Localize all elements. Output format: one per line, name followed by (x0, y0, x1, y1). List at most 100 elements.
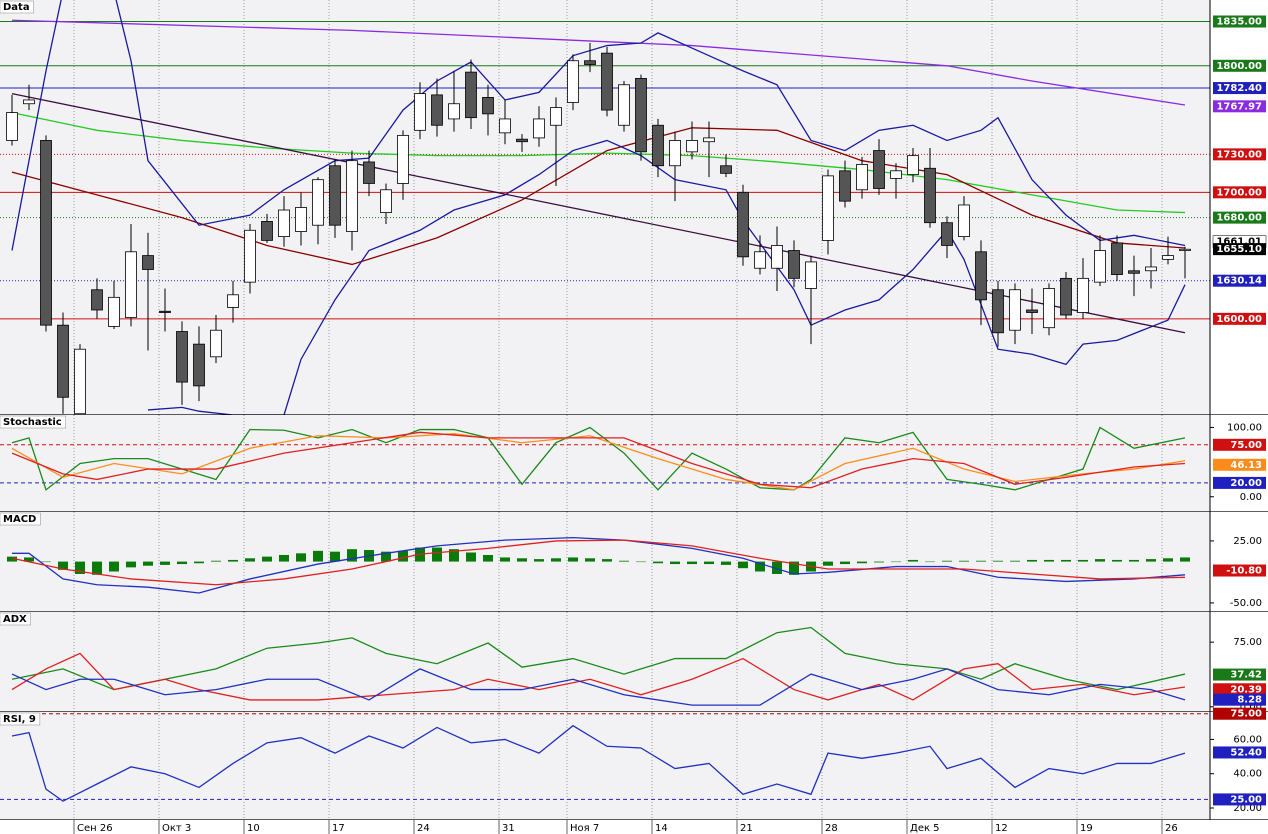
y-tick-label: 20.00 (1233, 803, 1262, 814)
candle-body (567, 60, 579, 103)
histogram-bar (1163, 558, 1173, 562)
indicator-line (11, 652, 1186, 701)
y-tick-label: 60.00 (1233, 734, 1262, 745)
histogram-bar (279, 554, 289, 562)
histogram-bar (942, 560, 952, 562)
histogram-bar (653, 561, 663, 564)
candle-body (448, 103, 460, 120)
candle-body (856, 164, 868, 191)
candle-body (975, 251, 987, 301)
candle-body (1043, 288, 1055, 329)
x-tick-label: Окт 3 (162, 823, 191, 834)
indicator-line (11, 127, 1186, 266)
level-label-box (1213, 274, 1266, 287)
candle-body (516, 138, 528, 143)
x-tick-label: 17 (332, 823, 345, 834)
level-label: 1730.00 (1216, 149, 1262, 160)
level-label-box (1213, 100, 1266, 113)
histogram-bar (143, 561, 153, 566)
candle-body (482, 97, 494, 115)
candle-body (40, 140, 52, 326)
candle-body (312, 179, 324, 226)
candle-body (329, 165, 341, 226)
candle-body (380, 189, 392, 213)
x-tick-label: Ноя 7 (570, 823, 599, 834)
candle-body (839, 170, 851, 202)
histogram-bar (670, 561, 680, 565)
indicator-line (11, 668, 1186, 706)
candle-body (907, 155, 919, 176)
level-label: 75.00 (1230, 440, 1262, 451)
level-label: 52.40 (1230, 747, 1262, 758)
histogram-bar (500, 557, 510, 562)
histogram-bar (228, 559, 238, 562)
level-label-box (1213, 746, 1266, 759)
histogram-bar (432, 547, 442, 562)
indicator-line (11, 539, 1186, 586)
candle-body (652, 124, 664, 167)
candle-body (74, 348, 86, 415)
candle-body (1026, 309, 1038, 313)
pane-title-box (0, 712, 41, 726)
candle-body (397, 134, 409, 184)
candle-body (108, 296, 120, 327)
histogram-bar (789, 561, 799, 575)
pane (7, 512, 1190, 612)
level-label-box (1213, 59, 1266, 72)
x-tick-label: 26 (1165, 823, 1178, 834)
level-label: 25.00 (1230, 794, 1262, 805)
candle-body (550, 107, 562, 126)
histogram-bar (75, 561, 85, 574)
x-tick-label: 31 (502, 823, 515, 834)
level-label: 1661.01 (1216, 237, 1262, 248)
level-label-box (1213, 211, 1266, 224)
candle-body (159, 310, 171, 313)
candle-body (1094, 250, 1106, 283)
candle-body (669, 140, 681, 167)
axis-column (1210, 512, 1268, 612)
candle-body (873, 150, 885, 189)
histogram-bar (1129, 559, 1139, 562)
level-label-box (1213, 82, 1266, 95)
histogram-bar (551, 558, 561, 562)
level-label: 37.42 (1230, 670, 1262, 681)
histogram-bar (262, 556, 272, 562)
candle-body (499, 118, 511, 134)
candle-body (414, 93, 426, 131)
histogram-bar (568, 557, 578, 562)
candle-body (737, 191, 749, 258)
y-tick-label: 25.00 (1233, 536, 1262, 547)
candle-body (805, 261, 817, 289)
level-label-box (1213, 668, 1266, 681)
histogram-bar (177, 561, 187, 565)
candle-body (210, 329, 222, 358)
x-tick-label: 14 (655, 823, 668, 834)
pane-title-box (0, 612, 31, 626)
histogram-bar (755, 561, 765, 572)
candle-body (1111, 242, 1123, 275)
y-tick-label: 100.00 (1227, 422, 1262, 433)
candle-body (176, 331, 188, 383)
level-label-box (1213, 243, 1266, 256)
candle-body (890, 170, 902, 179)
histogram-bar (687, 561, 697, 565)
candle-body (1179, 248, 1191, 251)
indicator-line (11, 626, 1186, 691)
level-label-box (1213, 458, 1266, 471)
level-label: 1680.00 (1216, 213, 1262, 224)
histogram-bar (1078, 559, 1088, 562)
y-tick-label: 40.00 (1233, 769, 1262, 780)
indicator-line (12, 536, 1186, 594)
x-tick-label: 21 (740, 823, 753, 834)
level-label: 1800.00 (1216, 61, 1262, 72)
pane-background (0, 415, 1210, 512)
histogram-bar (1146, 559, 1156, 562)
histogram-bar (959, 560, 969, 562)
level-label-box (1213, 564, 1266, 577)
histogram-bar (602, 559, 612, 562)
pane-title: Data (3, 2, 30, 13)
histogram-bar (330, 551, 340, 562)
histogram-bar (1112, 559, 1122, 562)
histogram-bar (908, 559, 918, 562)
